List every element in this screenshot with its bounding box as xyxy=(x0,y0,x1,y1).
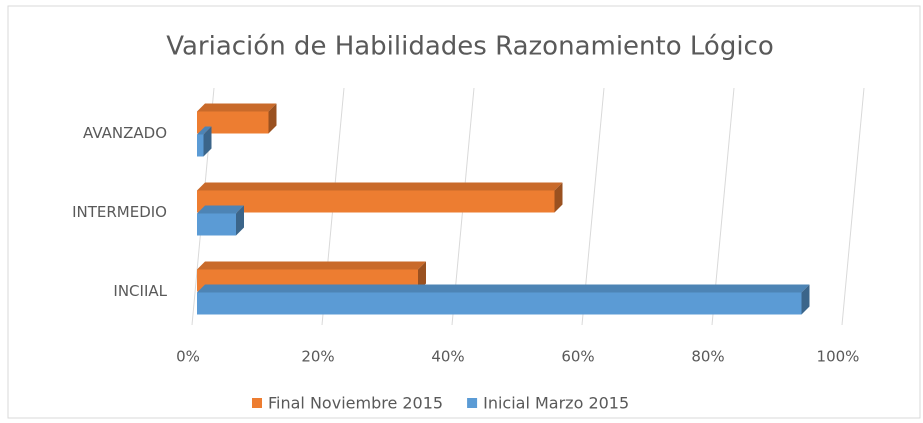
bar-side xyxy=(203,126,212,157)
bar xyxy=(197,134,204,157)
bar xyxy=(197,111,269,134)
bar xyxy=(197,190,555,213)
x-tick-label: 0% xyxy=(176,348,200,366)
bar-top xyxy=(197,284,810,293)
bar-side xyxy=(236,205,244,236)
x-tick-label: 60% xyxy=(561,348,594,366)
chart-title: Variación de Habilidades Razonamiento Ló… xyxy=(166,32,774,62)
grid-line xyxy=(841,87,865,326)
bar-side xyxy=(554,182,563,213)
y-tick-label: AVANZADO xyxy=(83,124,167,142)
legend-swatch xyxy=(252,398,262,408)
y-tick-label: INCIIAL xyxy=(113,282,167,300)
x-tick-label: 40% xyxy=(431,348,464,366)
bar-side xyxy=(801,284,810,315)
bar-top xyxy=(197,126,212,135)
legend-swatch xyxy=(467,398,478,408)
x-tick-label: 80% xyxy=(691,348,724,366)
bar-top xyxy=(197,182,563,191)
x-tick-label: 20% xyxy=(301,348,334,366)
bar xyxy=(197,292,802,315)
bar-side xyxy=(268,103,277,134)
legend-label: Inicial Marzo 2015 xyxy=(483,394,629,413)
bar-top xyxy=(197,205,244,214)
bar xyxy=(197,213,236,236)
y-tick-label: INTERMEDIO xyxy=(72,203,167,221)
bar-top xyxy=(197,261,426,270)
bar-top xyxy=(197,103,277,112)
legend-label: Final Noviembre 2015 xyxy=(268,394,443,413)
x-tick-label: 100% xyxy=(817,348,860,366)
bar-side xyxy=(418,261,426,292)
